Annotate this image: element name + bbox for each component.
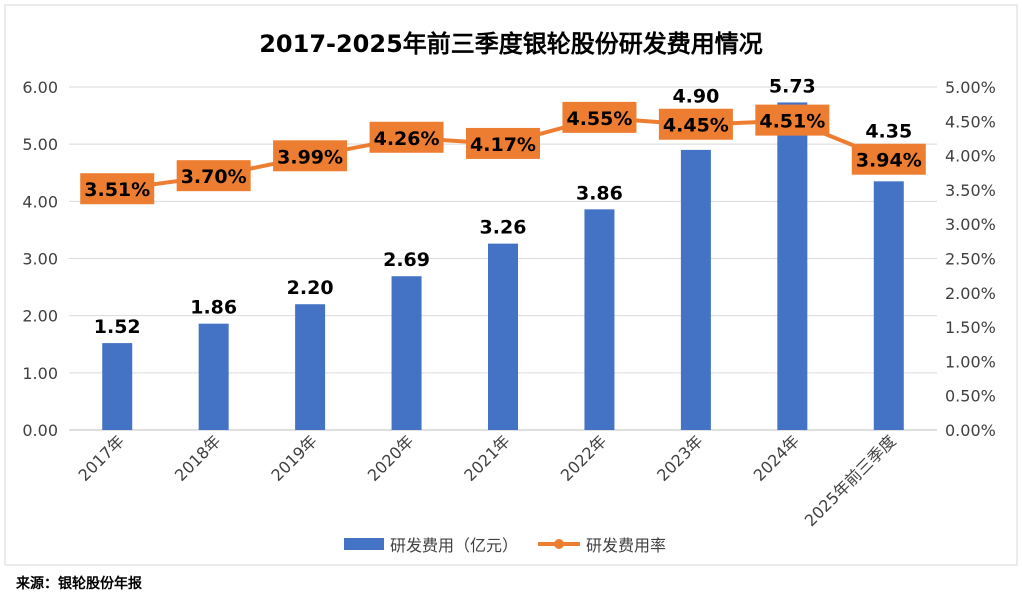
legend-bar-swatch — [344, 538, 384, 550]
y-left-tick: 4.00 — [22, 192, 58, 211]
bar-label: 1.52 — [94, 316, 141, 338]
rate-label: 4.55% — [566, 108, 632, 130]
y-left-tick: 2.00 — [22, 307, 58, 326]
y-right-tick: 2.50% — [945, 250, 996, 269]
legend-line-label: 研发费用率 — [586, 536, 666, 555]
rate-label-box — [851, 143, 926, 175]
y-right-tick: 0.00% — [945, 421, 996, 440]
bar-label: 3.26 — [480, 217, 527, 239]
rate-label: 3.99% — [277, 146, 343, 168]
rate-label-box — [562, 101, 637, 133]
source-note: 来源：银轮股份年报 — [16, 576, 142, 592]
bar-label: 4.35 — [865, 121, 912, 143]
y-right-tick: 0.50% — [945, 387, 996, 406]
bar — [584, 209, 615, 430]
rate-label: 4.45% — [663, 115, 729, 137]
y-left-tick: 3.00 — [22, 250, 58, 269]
rate-label: 4.26% — [374, 128, 440, 150]
bar — [295, 304, 326, 430]
y-right-tick: 3.00% — [945, 215, 996, 234]
y-right-tick: 4.50% — [945, 112, 996, 131]
rate-label: 3.94% — [856, 150, 922, 172]
rate-label: 3.51% — [84, 179, 150, 201]
y-right-tick: 1.00% — [945, 352, 996, 371]
bar — [102, 343, 133, 430]
y-right-tick: 3.50% — [945, 181, 996, 200]
bar-label: 1.86 — [190, 297, 237, 319]
bar-label: 4.90 — [672, 86, 719, 108]
rate-label: 3.70% — [181, 166, 247, 188]
rate-label-box — [658, 108, 733, 140]
bar-label: 2.20 — [287, 277, 334, 299]
rate-label-box — [80, 173, 155, 205]
rate-label-box — [466, 127, 540, 159]
rate-label-box — [176, 160, 251, 192]
rate-label-box — [273, 140, 348, 172]
chart-title: 2017-2025年前三季度银轮股份研发费用情况 — [259, 30, 763, 58]
y-right-tick: 1.50% — [945, 318, 996, 337]
y-left-tick: 0.00 — [22, 421, 58, 440]
bar-label: 3.86 — [576, 182, 623, 204]
bar — [777, 102, 808, 430]
y-left-tick: 5.00 — [22, 135, 58, 154]
y-right-tick: 4.00% — [945, 147, 996, 166]
y-left-tick: 6.00 — [22, 78, 58, 97]
bar — [680, 149, 711, 430]
bar — [391, 276, 422, 430]
bar — [198, 323, 229, 430]
legend-line-marker — [554, 539, 564, 549]
y-right-tick: 5.00% — [945, 78, 996, 97]
legend-bar-label: 研发费用（亿元） — [390, 536, 518, 555]
bar-label: 5.73 — [769, 75, 816, 97]
rate-label: 4.17% — [470, 134, 536, 156]
rate-label-box — [369, 121, 444, 153]
bar-label: 2.69 — [383, 249, 430, 271]
rate-label-box — [755, 104, 830, 136]
bar — [488, 243, 518, 430]
y-right-tick: 2.00% — [945, 284, 996, 303]
rate-label: 4.51% — [759, 111, 825, 133]
y-left-tick: 1.00 — [22, 364, 58, 383]
bar — [873, 181, 904, 430]
